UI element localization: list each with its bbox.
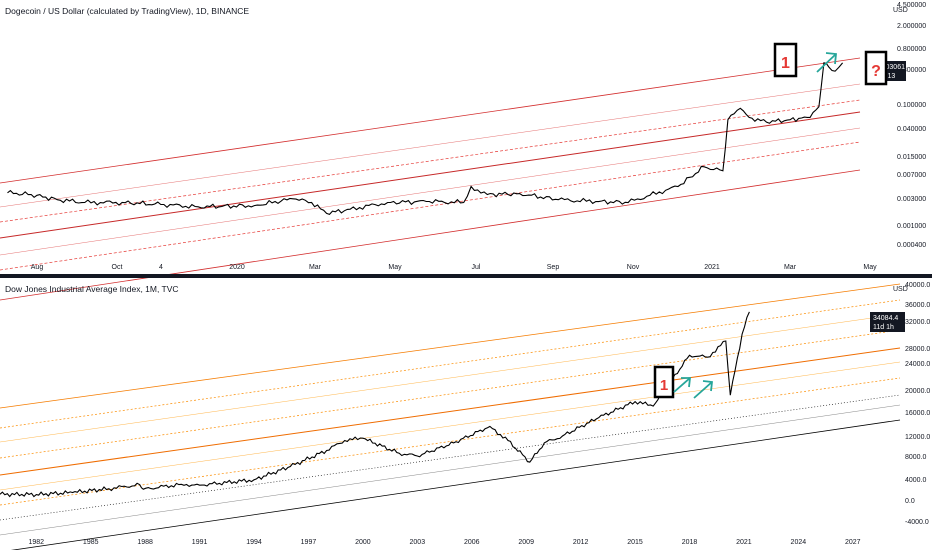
dogecoin-x-tick-label: May	[863, 264, 877, 271]
dogecoin-y-tick-label: 0.003000	[897, 196, 926, 203]
dowjones-x-tick-label: 1985	[83, 539, 99, 546]
dogecoin-y-axis: 4.500000 2.000000 0.800000 0.300000 0.100000…	[897, 2, 926, 249]
dowjones-x-tick-label: 2003	[410, 539, 426, 546]
dogecoin-unit-label: USD	[893, 7, 908, 14]
dogecoin-title: Dogecoin / US Dollar (calculated by Trad…	[5, 6, 249, 16]
dogecoin-x-tick-label: Jul	[472, 264, 481, 271]
dowjones-x-tick-label: 2006	[464, 539, 480, 546]
dogecoin-panel[interactable]: Dogecoin / US Dollar (calculated by Trad…	[0, 2, 926, 301]
dowjones-y-tick-label: 24000.0	[905, 361, 930, 368]
dogecoin-x-tick-label: Sep	[547, 264, 560, 271]
dogecoin-annotation-question: ?	[871, 63, 881, 80]
dowjones-x-tick-label: 2018	[682, 539, 698, 546]
dowjones-channel-line	[0, 313, 901, 443]
dowjones-channel-line	[0, 283, 901, 409]
dogecoin-channel-line	[0, 57, 861, 184]
dowjones-panel[interactable]: Dow Jones Industrial Average Index, 1M, …	[0, 282, 930, 553]
dogecoin-x-tick-label: 4	[159, 264, 163, 271]
dogecoin-x-tick-label: Mar	[309, 264, 322, 271]
dowjones-x-tick-label: 1997	[301, 539, 317, 546]
dogecoin-channel-line	[0, 99, 861, 223]
dogecoin-channel-line	[0, 83, 861, 208]
dogecoin-y-tick-label: 0.000400	[897, 242, 926, 249]
dogecoin-y-tick-label: 0.040000	[897, 126, 926, 133]
dogecoin-annotation-box-question	[864, 50, 888, 86]
dogecoin-x-tick-label: Aug	[31, 264, 44, 271]
dowjones-x-tick-label: 2021	[736, 539, 752, 546]
dogecoin-channel-line	[0, 127, 861, 256]
dogecoin-x-tick-label: 2020	[229, 264, 245, 271]
dogecoin-annotation-box-1	[773, 42, 798, 78]
dogecoin-y-tick-label: 2.000000	[897, 23, 926, 30]
dowjones-x-tick-label: 1994	[246, 539, 262, 546]
dogecoin-channel-line	[0, 111, 861, 239]
dowjones-price-tag	[870, 312, 905, 332]
dowjones-channel-line	[0, 329, 901, 459]
dogecoin-price-line	[7, 62, 844, 216]
dowjones-arrow-up-icon-1	[673, 377, 692, 393]
dowjones-x-tick-label: 1982	[28, 539, 44, 546]
dowjones-channel-lines	[0, 283, 901, 553]
dowjones-y-tick-label: 40000.0	[905, 282, 930, 289]
dowjones-y-tick-label: 0.0	[905, 498, 915, 505]
dogecoin-channel-lines	[0, 57, 861, 301]
dowjones-y-tick-label: 28000.0	[905, 346, 930, 353]
dowjones-channel-line	[0, 419, 901, 553]
dogecoin-x-axis: Aug Oct 4 2020 Mar May Jul Sep Nov 2021 Mar May	[31, 264, 877, 271]
dowjones-y-tick-label: 4000.0	[905, 477, 927, 484]
dowjones-x-tick-label: 1991	[192, 539, 208, 546]
dowjones-x-tick-label: 1988	[137, 539, 153, 546]
dowjones-unit-label: USD	[893, 286, 908, 293]
dowjones-x-tick-label: 2024	[791, 539, 807, 546]
dowjones-channel-line	[0, 299, 901, 429]
dowjones-title: Dow Jones Industrial Average Index, 1M, …	[5, 284, 179, 294]
dowjones-y-axis: 40000.0 36000.0 32000.0 28000.0 24000.0 20000…	[905, 282, 930, 526]
dowjones-countdown-text: 11d 1h	[873, 324, 894, 331]
dowjones-channel-line	[0, 394, 901, 521]
dowjones-y-tick-label: 32000.0	[905, 319, 930, 326]
dogecoin-x-tick-label: Oct	[112, 264, 123, 271]
dogecoin-y-tick-label: 0.015000	[897, 154, 926, 161]
dogecoin-y-tick-label: 0.100000	[897, 102, 926, 109]
dogecoin-y-tick-label: 0.800000	[897, 46, 926, 53]
dowjones-x-axis: 1982 1985 1988 1991 1994 1997 2000 2003 2006 2009…	[28, 539, 860, 546]
dowjones-x-tick-label: 2012	[573, 539, 589, 546]
dogecoin-x-tick-label: 2021	[704, 264, 720, 271]
dogecoin-y-tick-label: 0.300000	[897, 67, 926, 74]
dowjones-arrow-up-icon-2	[693, 380, 713, 399]
dowjones-channel-line	[0, 377, 901, 506]
panel-divider	[0, 274, 932, 278]
dowjones-annotation-1: 1	[660, 377, 668, 394]
dowjones-x-tick-label: 2000	[355, 539, 371, 546]
dowjones-y-tick-label: 8000.0	[905, 454, 927, 461]
dowjones-x-tick-label: 2015	[627, 539, 643, 546]
dowjones-x-tick-label: 2009	[518, 539, 534, 546]
dogecoin-x-tick-label: Nov	[627, 264, 640, 271]
dogecoin-y-tick-label: 4.500000	[897, 2, 926, 9]
dowjones-channel-line	[0, 347, 901, 476]
dowjones-channel-line	[0, 404, 901, 536]
dogecoin-x-tick-label: Mar	[784, 264, 797, 271]
dogecoin-annotation-1: 1	[781, 55, 790, 72]
dowjones-price-line	[0, 311, 750, 498]
dogecoin-channel-line	[0, 169, 861, 301]
dogecoin-y-tick-label: 0.001000	[897, 223, 926, 230]
dogecoin-channel-line	[0, 141, 861, 271]
dowjones-channel-line	[0, 361, 901, 491]
dogecoin-x-tick-label: May	[388, 264, 402, 271]
dowjones-y-tick-label: 20000.0	[905, 388, 930, 395]
dowjones-annotation-box-1	[653, 365, 675, 399]
dowjones-x-tick-label: 2027	[845, 539, 861, 546]
dowjones-y-tick-label: 16000.0	[905, 410, 930, 417]
dogecoin-arrow-up-icon	[816, 52, 837, 73]
dogecoin-y-tick-label: 0.007000	[897, 172, 926, 179]
dowjones-price-tag-text: 34084.4	[873, 315, 898, 322]
dowjones-y-tick-label: -4000.0	[905, 519, 929, 526]
dowjones-y-tick-label: 12000.0	[905, 434, 930, 441]
dowjones-y-tick-label: 36000.0	[905, 302, 930, 309]
